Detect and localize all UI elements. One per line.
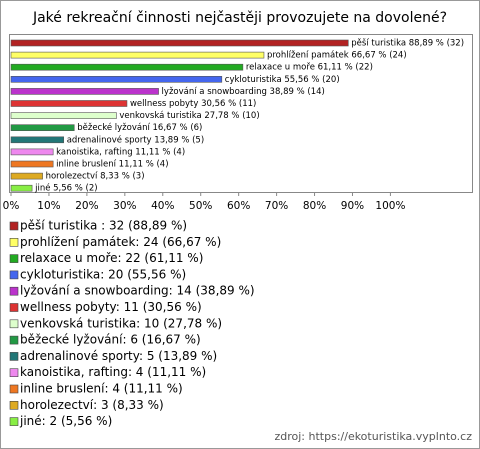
value-label: běžecké lyžování 16,67 % (6) — [77, 122, 202, 133]
legend-swatch — [9, 254, 19, 263]
legend-label: cykloturistika: 20 (55,56 %) — [20, 267, 186, 281]
bar — [10, 172, 43, 180]
bar — [10, 88, 159, 95]
legend-swatch — [9, 384, 19, 394]
value-label: wellness pobyty 30,56 % (11) — [130, 99, 256, 109]
x-tick-label: 50% — [189, 200, 212, 212]
value-label: kanoistika, rafting 11,11 % (4) — [56, 147, 185, 157]
legend-label: horolezectví: 3 (8,33 %) — [20, 398, 164, 412]
legend-swatch — [9, 352, 19, 361]
x-tick-label: 20% — [75, 200, 98, 212]
legend-label: pěší turistika : 32 (88,89 %) — [20, 219, 187, 233]
x-tick-label: 0% — [3, 200, 20, 212]
x-tick-label: 100% — [375, 200, 405, 212]
source: zdroj: https://ekoturistika.vyplnto.cz — [274, 430, 472, 443]
value-label: venkovská turistika 27,78 % (10) — [119, 111, 259, 121]
bar — [10, 76, 223, 83]
legend-label: venkovská turistika: 10 (27,78 %) — [20, 316, 222, 330]
value-label: cykloturistika 55,56 % (20) — [225, 75, 340, 85]
legend-swatch — [9, 238, 19, 247]
legend-swatch — [9, 400, 19, 410]
legend-label: jiné: 2 (5,56 %) — [19, 414, 112, 428]
legend-swatch — [9, 221, 19, 231]
bar — [10, 63, 244, 71]
x-tick-label: 90% — [341, 200, 364, 212]
bar — [10, 51, 265, 59]
value-label: jiné 5,56 % (2) — [34, 183, 97, 194]
value-label: adrenalinové sporty 13,89 % (5) — [67, 134, 204, 145]
bar — [10, 100, 128, 107]
value-label: prohlížení památek 66,67 % (24) — [267, 51, 407, 61]
legend-label: relaxace u moře: 22 (61,11 %) — [20, 251, 203, 265]
legend-swatch — [9, 319, 19, 329]
x-tick-label: 60% — [227, 200, 250, 212]
bar — [10, 160, 54, 168]
x-tick-label: 10% — [37, 200, 60, 212]
legend-label: adrenalinové sporty: 5 (13,89 %) — [20, 349, 217, 363]
bar — [10, 39, 349, 47]
x-tick-label: 40% — [151, 200, 174, 212]
bar — [10, 184, 33, 192]
value-label: pěší turistika 88,89 % (32) — [351, 38, 464, 49]
bar — [10, 136, 65, 144]
legend-label: lyžování a snowboarding: 14 (38,89 %) — [20, 284, 255, 298]
x-tick-label: 80% — [303, 200, 326, 212]
legend-label: inline bruslení: 4 (11,11 %) — [20, 382, 183, 396]
legend-swatch — [9, 270, 19, 280]
legend-label: wellness pobyty: 11 (30,56 %) — [20, 300, 202, 314]
legend-swatch — [9, 417, 19, 426]
bar — [10, 124, 75, 131]
bar — [10, 148, 54, 156]
legend-label: prohlížení památek: 24 (66,67 %) — [20, 235, 221, 249]
value-label: horolezectví 8,33 % (3) — [46, 172, 145, 182]
legend-swatch — [9, 335, 19, 345]
x-tick-label: 30% — [113, 200, 136, 212]
chart-title: Jaké rekreační činnosti nejčastěji provo… — [32, 10, 447, 26]
value-label: inline bruslení 11,11 % (4) — [56, 160, 168, 170]
legend-label: kanoistika, rafting: 4 (11,11 %) — [20, 365, 206, 379]
value-label: relaxace u moře 61,11 % (22) — [246, 63, 373, 73]
x-tick-label: 70% — [265, 200, 288, 212]
bar — [10, 112, 117, 119]
legend-swatch — [9, 303, 19, 312]
value-label: lyžování a snowboarding 38,89 % (14) — [162, 87, 325, 97]
legend-swatch — [9, 286, 19, 296]
legend-label: běžecké lyžování: 6 (16,67 %) — [20, 333, 201, 347]
legend-swatch — [9, 368, 19, 378]
